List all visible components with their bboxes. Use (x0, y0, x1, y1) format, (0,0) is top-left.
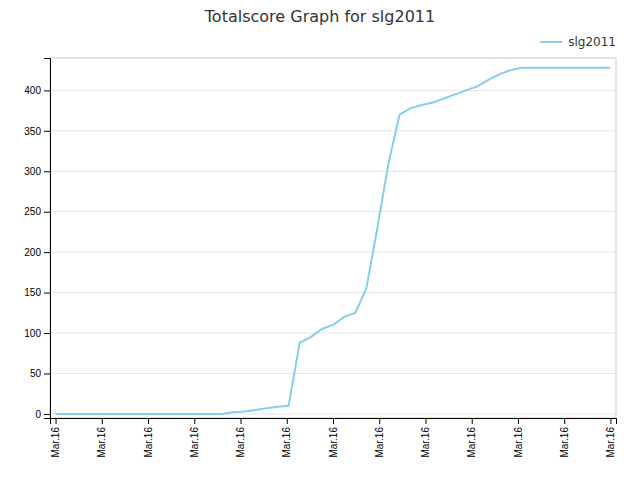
plot-frame (50, 58, 616, 418)
x-tick: Mar.16 (466, 418, 477, 458)
legend-swatch (540, 41, 562, 43)
y-tick-mark (44, 293, 50, 294)
x-tick-mark (425, 418, 426, 424)
plot: Mar.16 Mar.16 Mar.16 Mar.16 Mar.16 Mar.16 Mar.… (24, 58, 616, 458)
y-tick: 400 (24, 85, 50, 96)
x-axis-line (51, 419, 617, 425)
x-tick: Mar.16 (281, 418, 292, 458)
line (56, 68, 611, 414)
x-axis: Mar.16 Mar.16 Mar.16 Mar.16 Mar.16 Mar.16 Mar.… (50, 418, 616, 458)
grid-line (50, 333, 616, 334)
y-tick-label: 50 (30, 368, 42, 379)
x-tick-mark (610, 418, 611, 424)
legend-label: slg2011 (568, 35, 616, 49)
x-tick: Mar.16 (605, 418, 616, 458)
x-tick-label: Mar.16 (328, 427, 339, 458)
y-tick-mark (44, 333, 50, 334)
y-tick-mark (44, 90, 50, 91)
x-tick: Mar.16 (513, 418, 524, 458)
legend: slg2011 (540, 35, 616, 49)
x-tick-mark (333, 418, 334, 424)
x-tick-label: Mar.16 (559, 427, 570, 458)
grid-line (50, 211, 616, 212)
grid-line (50, 252, 616, 253)
y-tick-label: 300 (24, 166, 41, 177)
grid-line (50, 90, 616, 91)
y-axis-line (44, 59, 51, 419)
x-tick: Mar.16 (235, 418, 246, 458)
y-tick-label: 100 (24, 328, 41, 339)
x-tick-label: Mar.16 (281, 427, 292, 458)
y-tick-mark (44, 212, 50, 213)
x-tick-label: Mar.16 (50, 427, 61, 458)
x-tick-label: Mar.16 (466, 427, 477, 458)
x-tick-mark (148, 418, 149, 424)
grid (50, 90, 616, 414)
legend-item: slg2011 (540, 35, 616, 49)
y-tick: 100 (24, 328, 50, 339)
x-tick: Mar.16 (143, 418, 154, 458)
x-tick-label: Mar.16 (374, 427, 385, 458)
y-tick-mark (44, 131, 50, 132)
x-tick-label: Mar.16 (143, 427, 154, 458)
x-tick: Mar.16 (189, 418, 200, 458)
grid-line (50, 171, 616, 172)
x-tick-label: Mar.16 (420, 427, 431, 458)
y-tick: 250 (24, 206, 50, 217)
x-tick-label: Mar.16 (605, 427, 616, 458)
y-tick-label: 400 (24, 85, 41, 96)
x-tick: Mar.16 (96, 418, 107, 458)
x-tick: Mar.16 (420, 418, 431, 458)
x-tick-label: Mar.16 (96, 427, 107, 458)
x-tick: Mar.16 (50, 418, 61, 458)
x-tick-mark (472, 418, 473, 424)
y-tick: 300 (24, 166, 50, 177)
y-tick-mark (44, 414, 50, 415)
x-tick-mark (102, 418, 103, 424)
x-tick: Mar.16 (559, 418, 570, 458)
x-tick-label: Mar.16 (513, 427, 524, 458)
title: Totalscore Graph for slg2011 (204, 7, 435, 26)
chart: Mar.16 Mar.16 Mar.16 Mar.16 Mar.16 Mar.16 Mar.… (0, 0, 640, 480)
x-tick-mark (564, 418, 565, 424)
grid-line (50, 292, 616, 293)
y-axis: 0 50 100 150 200 250 300 350 400 (24, 59, 50, 420)
grid-line (50, 130, 616, 131)
y-tick-label: 250 (24, 206, 41, 217)
x-tick-label: Mar.16 (235, 427, 246, 458)
x-tick-mark (518, 418, 519, 424)
y-tick-label: 200 (24, 247, 41, 258)
y-tick: 50 (30, 368, 50, 379)
x-tick-label: Mar.16 (189, 427, 200, 458)
y-tick-label: 150 (24, 287, 41, 298)
x-tick-mark (56, 418, 57, 424)
y-tick: 0 (35, 409, 50, 420)
y-tick-mark (44, 171, 50, 172)
y-tick: 200 (24, 247, 50, 258)
y-tick-mark (44, 252, 50, 253)
y-tick-mark (44, 374, 50, 375)
x-tick-mark (287, 418, 288, 424)
x-tick: Mar.16 (374, 418, 385, 458)
y-tick: 150 (24, 287, 50, 298)
x-tick-mark (379, 418, 380, 424)
x-tick-mark (241, 418, 242, 424)
x-tick-mark (194, 418, 195, 424)
y-tick-label: 0 (35, 409, 41, 420)
y-tick: 350 (24, 126, 50, 137)
x-tick: Mar.16 (328, 418, 339, 458)
y-tick-label: 350 (24, 126, 41, 137)
grid-line (50, 373, 616, 374)
series-group (56, 68, 611, 414)
